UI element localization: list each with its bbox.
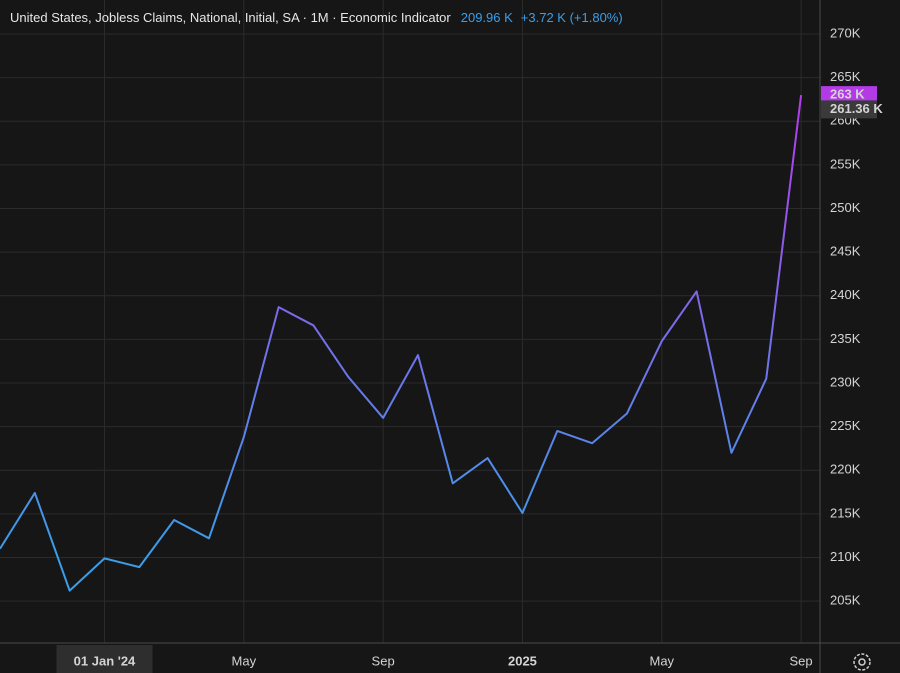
y-tick-label: 230K [830, 374, 861, 389]
price-label: 263 K [830, 87, 865, 102]
y-tick-label: 235K [830, 331, 861, 346]
y-tick-label: 270K [830, 25, 861, 40]
y-tick-label: 250K [830, 200, 861, 215]
y-tick-label: 225K [830, 418, 861, 433]
header: United States, Jobless Claims, National,… [10, 10, 623, 25]
x-tick-label: Sep [372, 653, 395, 668]
chart-title: United States, Jobless Claims, National,… [10, 10, 451, 25]
y-tick-label: 245K [830, 244, 861, 259]
gear-inner [858, 658, 866, 666]
y-tick-label: 265K [830, 69, 861, 84]
x-tick-label: 2025 [508, 653, 537, 668]
y-tick-label: 215K [830, 505, 861, 520]
y-tick-label: 210K [830, 549, 861, 564]
y-tick-label: 205K [830, 593, 861, 608]
axes: 205K 210K 215K 220K 225K 230K 235K 240K 245K 250K… [56, 25, 883, 673]
x-tick-label: Sep [790, 653, 813, 668]
line-series [0, 94, 803, 592]
settings-icon[interactable] [853, 653, 871, 671]
plot [0, 94, 803, 592]
x-tick-label: May [649, 653, 674, 668]
gear-outer [853, 653, 871, 671]
crosshair-label-bg [56, 645, 153, 673]
y-tick-label: 255K [830, 156, 861, 171]
y-tick-label: 220K [830, 462, 861, 477]
x-tick-label: May [232, 653, 257, 668]
price-label: 261.36 K [830, 101, 883, 116]
price-label-bg [821, 86, 877, 105]
grid [0, 0, 820, 643]
x-tick-label: 01 Jan '24 [74, 653, 136, 668]
y-tick-label: 240K [830, 287, 861, 302]
header-change: +3.72 K (+1.80%) [521, 10, 623, 25]
price-label-bg [821, 100, 877, 119]
header-value: 209.96 K [461, 10, 513, 25]
